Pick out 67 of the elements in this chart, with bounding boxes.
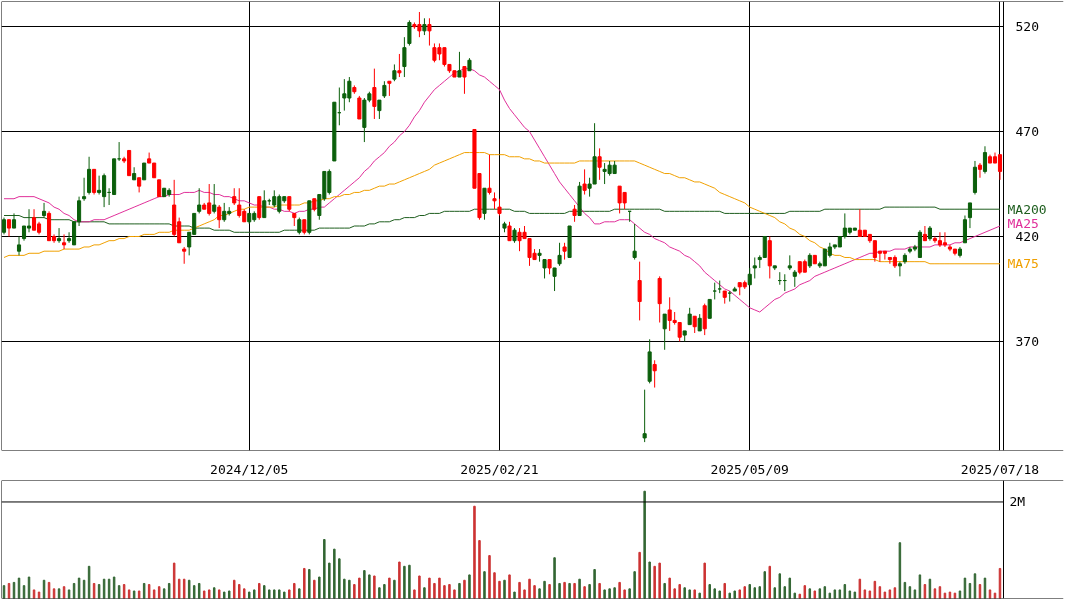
- candlestick: [702, 303, 707, 336]
- line-series: [3, 152, 1001, 265]
- candlestick: [462, 66, 467, 95]
- y-tick-label: 420: [1015, 228, 1039, 244]
- candlestick: [642, 389, 647, 443]
- candlestick: [922, 225, 927, 242]
- candlestick: [637, 261, 642, 321]
- x-tick-label: 2025/05/09: [710, 461, 789, 477]
- candlestick: [31, 208, 37, 231]
- candlestick: [882, 250, 887, 261]
- candlestick: [372, 68, 377, 120]
- candlestick: [257, 196, 262, 221]
- candlestick: [197, 187, 202, 214]
- candlestick: [41, 202, 47, 219]
- candlestick: [262, 189, 267, 219]
- candlestick: [212, 183, 217, 214]
- candlestick: [237, 187, 242, 219]
- candlestick: [982, 145, 988, 175]
- candlestick: [87, 156, 92, 196]
- candlestick: [97, 175, 102, 196]
- candlestick: [82, 177, 87, 202]
- candlestick: [897, 261, 902, 277]
- candlestick: [117, 141, 122, 162]
- candlestick: [407, 19, 412, 47]
- series-label: MA75: [1007, 256, 1039, 272]
- candlestick: [762, 235, 767, 258]
- candlestick: [222, 202, 227, 223]
- candlestick: [457, 51, 462, 78]
- candlestick: [997, 154, 1003, 181]
- candlestick: [727, 290, 732, 303]
- candlestick: [962, 215, 968, 244]
- candlestick: [557, 242, 562, 267]
- candlestick: [487, 154, 492, 196]
- ref-line-label: 2M: [1009, 494, 1026, 510]
- series-label: MA200: [1007, 201, 1047, 217]
- candlestick: [16, 235, 22, 256]
- candlestick: [652, 359, 657, 389]
- candlestick: [942, 231, 947, 248]
- candlestick: [357, 95, 362, 120]
- candlestick: [507, 221, 512, 242]
- y-tick-label: 470: [1015, 124, 1039, 140]
- candlestick: [62, 233, 67, 250]
- candlestick: [427, 17, 432, 47]
- candlestick: [92, 168, 97, 196]
- candlestick: [552, 267, 557, 292]
- candlestick: [752, 256, 757, 279]
- candlestick: [377, 99, 382, 120]
- candlestick: [707, 298, 712, 319]
- x-tick-label: 2024/12/05: [210, 461, 289, 477]
- candlestick: [977, 162, 983, 179]
- candlestick: [582, 168, 587, 196]
- candlestick: [597, 147, 602, 181]
- candlestick: [632, 223, 637, 261]
- candlestick: [57, 227, 62, 244]
- x-tick-label: 2025/07/18: [960, 461, 1040, 477]
- y-tick-label: 370: [1015, 333, 1039, 349]
- candlestick: [217, 204, 222, 229]
- candlestick: [542, 259, 547, 279]
- series-label: MA25: [1007, 215, 1039, 231]
- candlestick: [402, 36, 407, 78]
- candlestick: [967, 202, 973, 229]
- y-tick-label: 520: [1015, 19, 1039, 35]
- candlestick: [132, 166, 137, 181]
- line-series: [3, 68, 1001, 313]
- x-tick-label: 2025/02/21: [460, 461, 539, 477]
- candlestick: [397, 53, 402, 78]
- candlestick: [662, 313, 667, 351]
